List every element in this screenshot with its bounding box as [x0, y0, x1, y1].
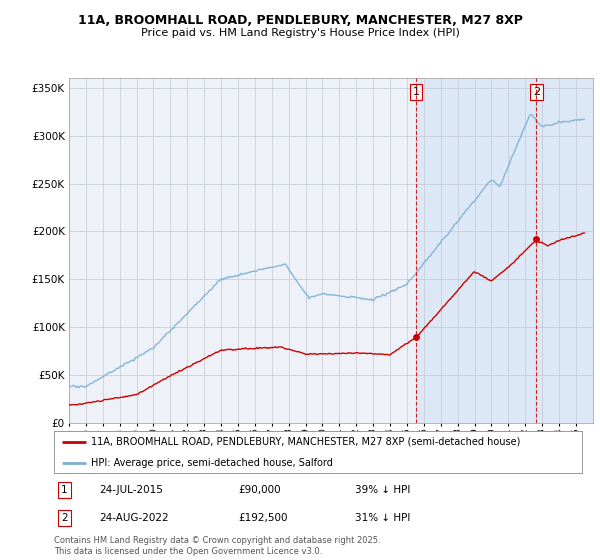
Text: 31% ↓ HPI: 31% ↓ HPI [355, 513, 410, 523]
Text: 2: 2 [533, 87, 540, 97]
Text: 1: 1 [61, 485, 68, 495]
Text: 2: 2 [61, 513, 68, 523]
Text: Contains HM Land Registry data © Crown copyright and database right 2025.
This d: Contains HM Land Registry data © Crown c… [54, 536, 380, 556]
Text: 24-AUG-2022: 24-AUG-2022 [99, 513, 169, 523]
Text: 11A, BROOMHALL ROAD, PENDLEBURY, MANCHESTER, M27 8XP: 11A, BROOMHALL ROAD, PENDLEBURY, MANCHES… [77, 14, 523, 27]
Text: 11A, BROOMHALL ROAD, PENDLEBURY, MANCHESTER, M27 8XP (semi-detached house): 11A, BROOMHALL ROAD, PENDLEBURY, MANCHES… [91, 437, 520, 447]
Text: £192,500: £192,500 [239, 513, 288, 523]
Text: Price paid vs. HM Land Registry's House Price Index (HPI): Price paid vs. HM Land Registry's House … [140, 28, 460, 38]
Text: 24-JUL-2015: 24-JUL-2015 [99, 485, 163, 495]
Text: 1: 1 [413, 87, 419, 97]
Bar [416, 78, 593, 423]
Text: £90,000: £90,000 [239, 485, 281, 495]
Text: HPI: Average price, semi-detached house, Salford: HPI: Average price, semi-detached house,… [91, 458, 333, 468]
Text: 39% ↓ HPI: 39% ↓ HPI [355, 485, 410, 495]
